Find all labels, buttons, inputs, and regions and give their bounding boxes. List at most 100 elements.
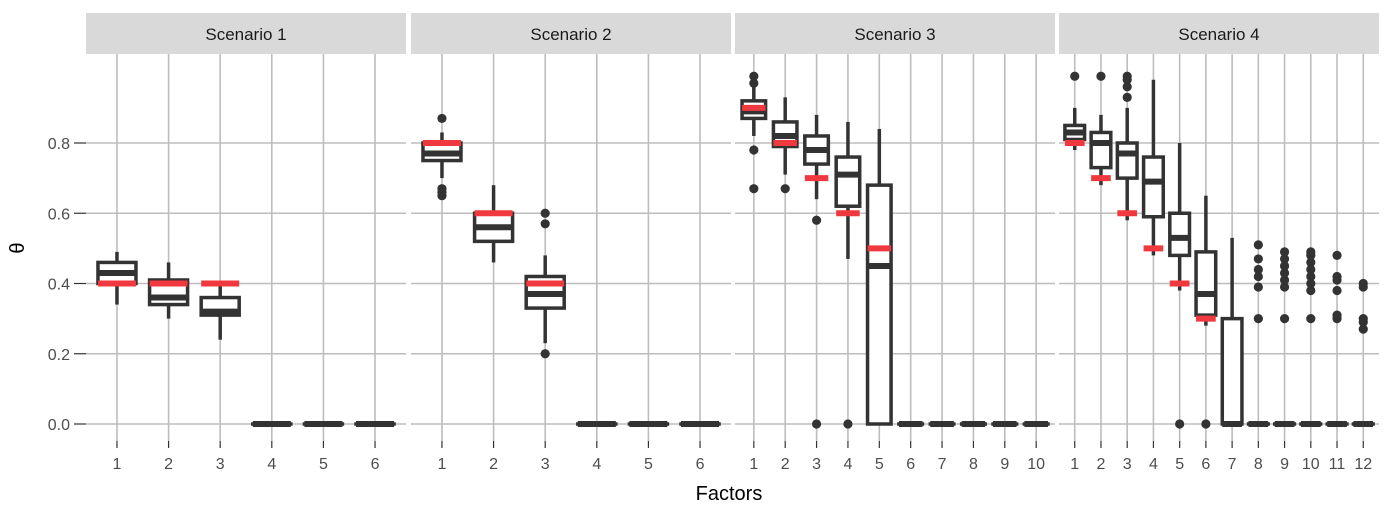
- x-tick-label: 6: [371, 456, 380, 473]
- x-tick-label: 1: [438, 456, 447, 473]
- outlier-point: [1253, 282, 1263, 292]
- panel-3: Scenario 3 1 2 3 4 5 6 7 8 9 10: [735, 13, 1055, 473]
- outlier-point: [780, 184, 790, 194]
- x-tick-label: 4: [592, 456, 601, 473]
- panel-background: [86, 54, 406, 441]
- y-tick-label: 0.0: [48, 417, 70, 434]
- x-tick-label: 10: [1302, 456, 1320, 473]
- outlier-point: [1279, 247, 1290, 257]
- x-tick-label: 3: [541, 456, 550, 473]
- x-axis-title: Factors: [696, 483, 763, 505]
- outlier-point: [1253, 271, 1263, 282]
- outlier-point: [540, 208, 550, 218]
- y-tick-label: 0.6: [48, 206, 70, 223]
- outlier-point: [1253, 240, 1263, 250]
- panel-title: Scenario 4: [1178, 25, 1259, 44]
- outlier-point: [1306, 257, 1316, 268]
- panel-title: Scenario 3: [854, 25, 935, 44]
- box-iqr: [865, 183, 893, 426]
- panel-background: [411, 54, 731, 441]
- x-tick-label: 5: [319, 456, 328, 473]
- x-tick-label: 6: [696, 456, 705, 473]
- x-tick-label: 7: [938, 456, 947, 473]
- panel-1: Scenario 1 1 2 3 4 5 6: [86, 13, 406, 473]
- outlier-point: [1306, 264, 1316, 275]
- box-factor-2: [147, 262, 190, 319]
- outlier-point: [437, 113, 447, 124]
- panel-strip: [86, 13, 406, 54]
- x-tick-label: 2: [1097, 456, 1106, 473]
- outlier-point: [1279, 282, 1290, 292]
- box-factor-6: [1194, 195, 1218, 429]
- y-tick-label: 0.2: [48, 347, 70, 364]
- outlier-point: [1201, 419, 1211, 429]
- panel-background: [1059, 54, 1379, 441]
- box-factor-2: [1089, 71, 1113, 186]
- y-axis-title: θ: [7, 242, 29, 253]
- x-tick-label: 2: [781, 456, 790, 473]
- x-tick-label: 4: [843, 456, 852, 473]
- panel-title: Scenario 2: [530, 25, 611, 44]
- x-tick-label: 6: [1201, 456, 1210, 473]
- box-factor-8: [1246, 240, 1270, 427]
- outlier-point: [811, 419, 822, 429]
- box-factor-9: [1272, 247, 1297, 427]
- outlier-point: [1122, 82, 1132, 92]
- outlier-point: [1332, 250, 1342, 260]
- box-factor-3: [1115, 71, 1139, 221]
- outlier-point: [1332, 271, 1342, 282]
- outlier-point: [1279, 268, 1290, 278]
- outlier-point: [1096, 71, 1106, 81]
- outlier-point: [749, 71, 759, 81]
- outlier-point: [1332, 285, 1342, 296]
- x-tick-label: 4: [267, 456, 276, 473]
- x-tick-label: 1: [113, 456, 122, 473]
- x-tick-label: 2: [489, 456, 498, 473]
- box-iqr: [1115, 141, 1139, 180]
- outlier-point: [843, 419, 853, 429]
- box-factor-11: [1325, 250, 1349, 427]
- box-factor-1: [1063, 71, 1087, 151]
- outlier-point: [1306, 314, 1316, 324]
- box-factor-1: [740, 71, 768, 194]
- outlier-point: [540, 219, 550, 229]
- x-tick-label: 8: [1254, 456, 1263, 473]
- box-factor-12: [1351, 278, 1375, 427]
- box-factor-3: [524, 208, 566, 359]
- box-factor-5: [865, 128, 893, 426]
- outlier-point: [1070, 71, 1080, 81]
- panel-2: Scenario 2 1 2 3 4 5 6: [411, 13, 731, 473]
- y-tick-label: 0.4: [48, 277, 70, 294]
- outlier-point: [1175, 419, 1185, 429]
- x-tick-label: 2: [164, 456, 173, 473]
- outlier-point: [1358, 324, 1368, 334]
- outlier-point: [1332, 310, 1342, 320]
- box-factor-4: [1141, 79, 1166, 256]
- x-tick-label: 4: [1149, 456, 1158, 473]
- outlier-point: [1306, 278, 1316, 289]
- outlier-point: [749, 184, 759, 194]
- outlier-point: [1279, 275, 1290, 285]
- box-factor-2: [472, 185, 515, 263]
- outlier-point: [749, 78, 759, 88]
- outlier-point: [1358, 314, 1368, 324]
- outlier-point: [1279, 254, 1290, 264]
- box-factor-1: [96, 251, 138, 305]
- box-iqr: [1089, 130, 1113, 170]
- box-iqr: [1220, 316, 1244, 426]
- panel-background: [735, 54, 1055, 441]
- outlier-point: [437, 184, 447, 194]
- outlier-point: [1253, 264, 1263, 275]
- box-factor-5: [1168, 143, 1192, 429]
- panel-strip: [1059, 13, 1379, 54]
- y-tick-label: 0.8: [48, 136, 70, 153]
- outlier-point: [1122, 92, 1132, 102]
- x-tick-label: 10: [1027, 456, 1045, 473]
- x-tick-label: 7: [1228, 456, 1237, 473]
- box-factor-7: [1220, 237, 1244, 427]
- x-tick-label: 6: [906, 456, 915, 473]
- outlier-point: [1358, 278, 1368, 289]
- x-tick-label: 11: [1329, 456, 1346, 473]
